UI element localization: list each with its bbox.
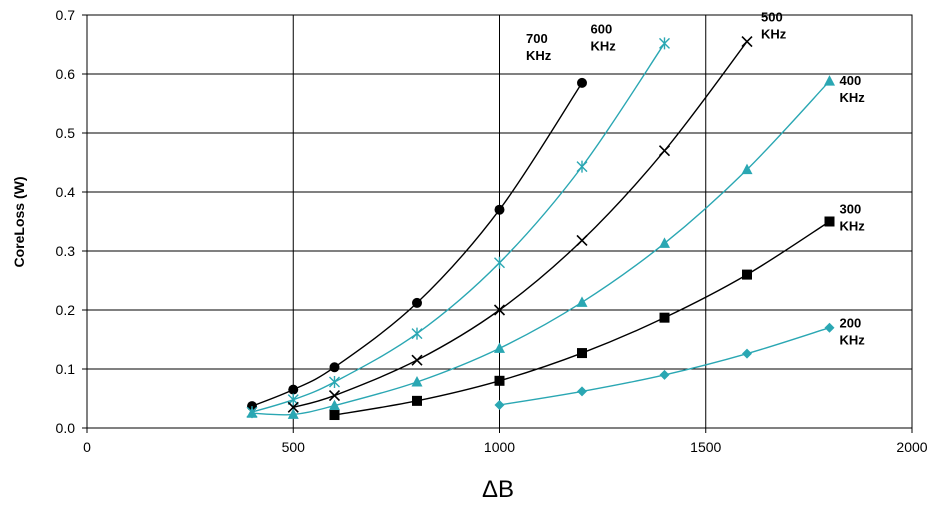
- series-line-500-khz: [293, 41, 748, 409]
- series-600-khz: [246, 37, 670, 419]
- data-point-500-khz: [658, 145, 671, 157]
- x-axis-label: ΔB: [482, 476, 514, 503]
- data-point-700-khz: [577, 77, 587, 88]
- data-point-400-khz: [411, 375, 423, 387]
- x-axis-ticks: 0 500 1000 1500 2000: [83, 428, 928, 455]
- data-point-500-khz: [411, 354, 423, 366]
- x-tick-label: 2000: [896, 439, 927, 455]
- data-point-600-khz: [659, 37, 670, 50]
- data-point-300-khz: [329, 410, 340, 421]
- data-point-200-khz: [659, 369, 670, 380]
- data-point-500-khz: [328, 389, 341, 402]
- data-point-400-khz: [659, 237, 670, 248]
- data-point-700-khz: [329, 362, 340, 373]
- data-point-300-khz: [412, 395, 422, 406]
- series-label-line: KHz: [840, 90, 866, 105]
- series-label-400-khz: 400 KHz: [840, 73, 866, 105]
- y-tick-label: 0.1: [56, 361, 76, 377]
- data-point-300-khz: [577, 348, 587, 359]
- series-label-700-khz: 700 KHz: [526, 31, 552, 63]
- data-point-300-khz: [659, 312, 670, 323]
- series-200-khz: [494, 322, 835, 410]
- series-label-line: 500: [761, 10, 783, 25]
- y-axis-ticks: 0.0 0.1 0.2 0.3 0.4 0.5 0.6 0.7: [56, 7, 87, 436]
- data-point-300-khz: [494, 375, 505, 386]
- series-line-700-khz: [251, 82, 583, 407]
- data-point-500-khz: [287, 401, 299, 413]
- data-point-400-khz: [246, 407, 258, 418]
- data-point-300-khz: [824, 216, 835, 227]
- series-label-line: 700: [526, 31, 548, 46]
- series-label-line: KHz: [591, 38, 617, 53]
- x-tick-label: 1000: [484, 439, 515, 455]
- series-label-line: KHz: [840, 219, 866, 234]
- series-300-khz: [329, 216, 835, 421]
- data-point-700-khz: [288, 384, 299, 395]
- x-tick-label: 1500: [690, 439, 721, 455]
- y-tick-label: 0.7: [56, 7, 76, 23]
- data-point-200-khz: [494, 399, 505, 410]
- series-label-500-khz: 500 KHz: [761, 10, 787, 42]
- series-label-300-khz: 300 KHz: [840, 202, 866, 234]
- data-point-700-khz: [412, 297, 422, 308]
- series-label-line: 400: [840, 73, 862, 88]
- x-tick-label: 0: [83, 439, 91, 455]
- series-line-600-khz: [251, 42, 666, 413]
- data-point-200-khz: [742, 348, 752, 359]
- series-label-line: 200: [840, 316, 862, 331]
- y-tick-label: 0.6: [56, 66, 76, 82]
- y-tick-label: 0.5: [56, 125, 76, 141]
- y-axis-label: CoreLoss (W): [11, 177, 27, 268]
- data-point-400-khz: [741, 163, 753, 175]
- series-label-600-khz: 600 KHz: [591, 21, 617, 53]
- data-point-700-khz: [494, 204, 505, 215]
- y-tick-label: 0.2: [56, 302, 76, 318]
- series-400-khz: [246, 75, 835, 419]
- data-point-600-khz: [411, 327, 423, 340]
- data-point-600-khz: [576, 160, 588, 173]
- series-500-khz: [287, 35, 753, 413]
- data-point-500-khz: [493, 304, 506, 316]
- data-point-200-khz: [577, 386, 587, 397]
- series-line-200-khz: [499, 327, 830, 406]
- y-tick-label: 0.0: [56, 420, 76, 436]
- series-label-line: KHz: [526, 48, 552, 63]
- data-point-400-khz: [494, 342, 505, 353]
- x-tick-label: 500: [282, 439, 306, 455]
- series-layer: [246, 35, 835, 421]
- data-point-200-khz: [824, 322, 835, 333]
- y-tick-label: 0.3: [56, 243, 76, 259]
- series-label-line: KHz: [840, 333, 866, 348]
- series-label-line: KHz: [761, 27, 787, 42]
- data-point-400-khz: [329, 399, 340, 411]
- data-point-500-khz: [576, 234, 588, 246]
- series-line-400-khz: [251, 80, 831, 416]
- data-point-500-khz: [741, 35, 753, 48]
- data-point-400-khz: [824, 75, 835, 86]
- data-point-300-khz: [742, 269, 752, 280]
- data-point-600-khz: [329, 375, 340, 388]
- y-tick-label: 0.4: [56, 184, 76, 200]
- data-point-600-khz: [494, 256, 505, 269]
- series-labels: 700 KHz 600 KHz 500 KHz 400 KHz 300 KHz 200 KHz: [526, 10, 865, 348]
- series-label-line: 600: [591, 21, 613, 36]
- data-point-400-khz: [576, 296, 588, 307]
- data-point-400-khz: [287, 408, 299, 419]
- series-label-line: 300: [840, 202, 862, 217]
- grid: [86, 14, 913, 429]
- series-label-200-khz: 200 KHz: [840, 316, 866, 348]
